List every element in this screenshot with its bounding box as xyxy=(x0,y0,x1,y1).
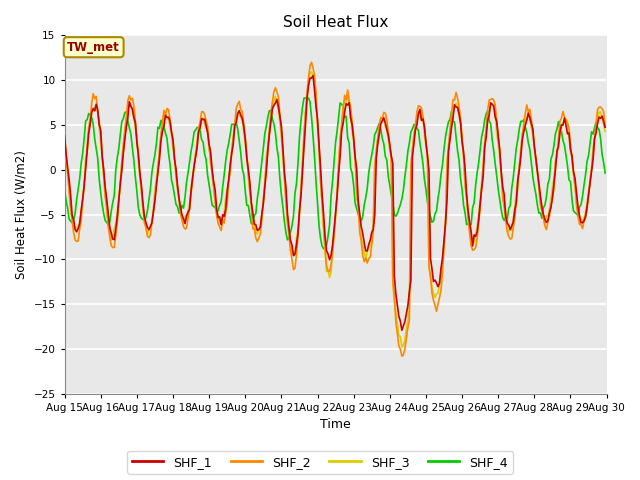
SHF_2 xyxy=(249,226,257,232)
SHF_1 xyxy=(127,104,134,109)
SHF_4 xyxy=(601,170,609,176)
SHF_4 xyxy=(297,118,305,123)
SHF_3 xyxy=(240,129,248,134)
SHF_1 xyxy=(249,210,257,216)
SHF_2 xyxy=(61,134,68,140)
SHF_3 xyxy=(601,129,609,134)
SHF_1 xyxy=(240,123,248,129)
Text: TW_met: TW_met xyxy=(67,41,120,54)
Line: SHF_1: SHF_1 xyxy=(65,76,605,330)
SHF_2 xyxy=(222,210,230,216)
SHF_1 xyxy=(297,193,305,199)
SHF_3 xyxy=(249,214,257,219)
SHF_3 xyxy=(398,344,406,350)
SHF_2 xyxy=(601,124,609,130)
SHF_4 xyxy=(574,213,582,218)
SHF_1 xyxy=(398,327,406,333)
Title: Soil Heat Flux: Soil Heat Flux xyxy=(283,15,388,30)
SHF_1 xyxy=(309,73,317,79)
SHF_1 xyxy=(601,124,609,130)
SHF_1 xyxy=(61,133,68,139)
SHF_4 xyxy=(321,246,329,252)
SHF_3 xyxy=(222,195,230,201)
SHF_4 xyxy=(240,172,248,178)
SHF_2 xyxy=(297,186,305,192)
Line: SHF_2: SHF_2 xyxy=(65,62,605,356)
SHF_2 xyxy=(398,353,406,359)
SHF_3 xyxy=(308,69,316,75)
Y-axis label: Soil Heat Flux (W/m2): Soil Heat Flux (W/m2) xyxy=(15,150,28,279)
SHF_2 xyxy=(574,214,582,219)
X-axis label: Time: Time xyxy=(320,419,351,432)
SHF_3 xyxy=(297,186,305,192)
SHF_3 xyxy=(127,100,134,106)
SHF_4 xyxy=(127,131,134,137)
SHF_1 xyxy=(574,204,582,210)
SHF_4 xyxy=(249,221,257,227)
Line: SHF_4: SHF_4 xyxy=(65,98,605,249)
SHF_2 xyxy=(308,60,316,65)
SHF_3 xyxy=(61,143,68,149)
Line: SHF_3: SHF_3 xyxy=(65,72,605,347)
SHF_1 xyxy=(222,206,230,212)
SHF_3 xyxy=(574,209,582,215)
SHF_2 xyxy=(127,97,134,103)
SHF_4 xyxy=(222,158,230,164)
SHF_4 xyxy=(300,95,308,101)
SHF_2 xyxy=(240,121,248,127)
Legend: SHF_1, SHF_2, SHF_3, SHF_4: SHF_1, SHF_2, SHF_3, SHF_4 xyxy=(127,451,513,474)
SHF_4 xyxy=(61,187,68,192)
